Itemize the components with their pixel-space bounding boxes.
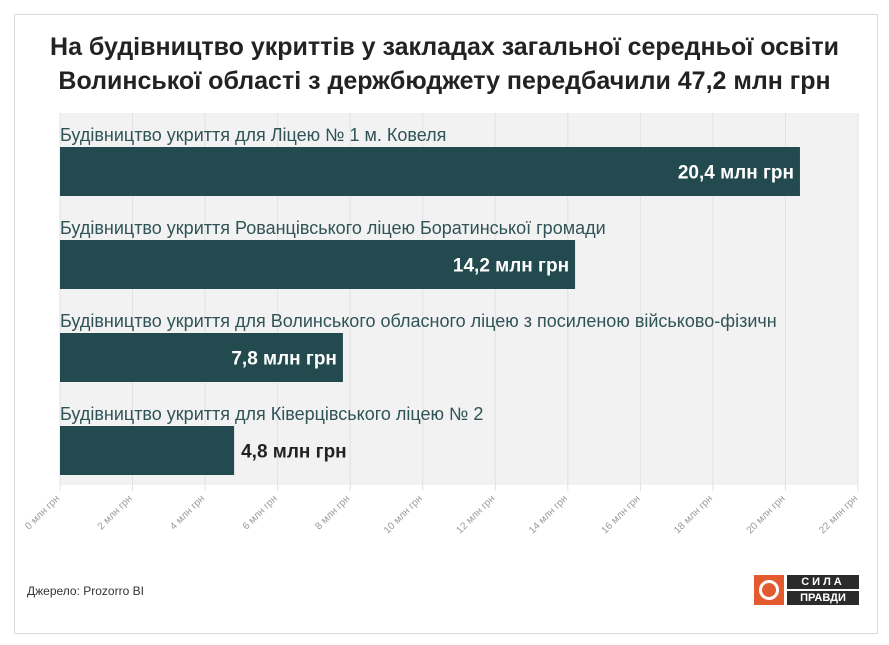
- bar-value-label: 4,8 млн грн: [241, 442, 347, 463]
- x-tick-label: 20 млн грн: [745, 493, 788, 536]
- source-note: Джерело: Prozorro BI: [27, 584, 144, 598]
- bar-value-label: 14,2 млн грн: [453, 256, 569, 277]
- x-tick-label: 14 млн грн: [527, 493, 570, 536]
- bar: [60, 426, 235, 475]
- logo-mark-icon: [754, 575, 784, 605]
- logo-line-2: ПРАВДИ: [787, 591, 859, 605]
- bar-value-label: 7,8 млн грн: [231, 349, 337, 370]
- bar: [60, 147, 800, 196]
- bar: [60, 240, 576, 289]
- chart-title: На будівництво укриттів у закладах загал…: [0, 30, 889, 98]
- chart-title-line-1: На будівництво укриттів у закладах загал…: [50, 33, 839, 61]
- bar-value-label: 20,4 млн грн: [678, 163, 794, 184]
- x-tick-label: 10 млн грн: [382, 493, 425, 536]
- bar-category-label: Будівництво укриття для Ківерцівського л…: [60, 404, 483, 424]
- logo-line-1: СИЛА: [787, 575, 859, 589]
- x-tick-label: 4 млн грн: [168, 493, 207, 532]
- x-tick-label: 8 млн грн: [313, 493, 352, 532]
- sila-pravdy-logo: СИЛА ПРАВДИ: [754, 575, 859, 605]
- bar-category-label: Будівництво укриття Рованцівського ліцею…: [60, 218, 606, 238]
- logo-wordmark: СИЛА ПРАВДИ: [787, 575, 859, 605]
- bar-category-label: Будівництво укриття для Ліцею № 1 м. Ков…: [60, 125, 446, 145]
- x-tick-label: 0 млн грн: [23, 493, 62, 532]
- x-tick-label: 22 млн грн: [817, 493, 860, 536]
- x-tick-label: 18 млн грн: [672, 493, 715, 536]
- x-tick-label: 6 млн грн: [241, 493, 280, 532]
- x-tick-label: 12 млн грн: [455, 493, 498, 536]
- x-tick-label: 16 млн грн: [600, 493, 643, 536]
- x-tick-label: 2 млн грн: [96, 493, 135, 532]
- bar: [60, 333, 343, 382]
- bar-category-label: Будівництво укриття для Волинського обла…: [60, 311, 777, 331]
- chart-title-line-2: Волинської області з держбюджету передба…: [58, 67, 831, 95]
